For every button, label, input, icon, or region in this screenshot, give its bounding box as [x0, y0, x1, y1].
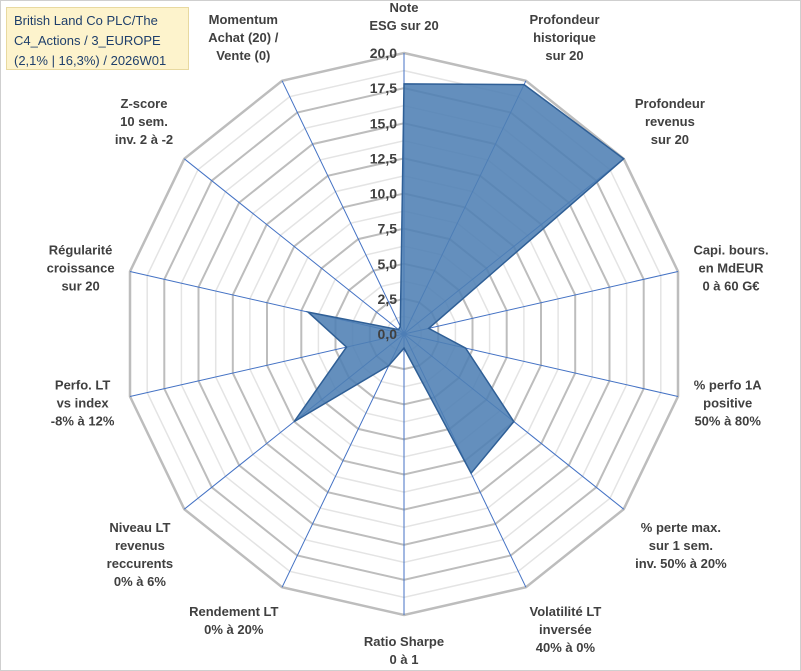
security-stats-week: (2,1% | 16,3%) / 2026W01 — [14, 53, 167, 68]
axis-label-line: inversée — [539, 622, 592, 637]
axis-label-line: 0% à 6% — [114, 574, 166, 589]
axis-label-line: positive — [703, 395, 752, 410]
axis-label-line: sur 20 — [61, 279, 99, 294]
tick-label: 17,5 — [370, 80, 397, 96]
axis-spoke — [183, 158, 405, 335]
axis-label-line: Rendement LT — [189, 604, 278, 619]
axis-label: % perte max. sur 1 sem. inv. 50% à 20% — [635, 520, 727, 571]
axis-label-line: 0 à 1 — [390, 652, 419, 667]
security-category: C4_Actions / 3_EUROPE — [14, 33, 161, 48]
axis-label-line: Capi. bours. — [693, 243, 768, 258]
axis-spoke — [281, 80, 405, 335]
axis-label-line: Niveau LT — [109, 520, 170, 535]
axis-label-line: Note — [390, 0, 419, 15]
axis-label-line: Momentum — [209, 12, 278, 27]
axis-spoke — [403, 271, 679, 335]
axis-label: Perfo. LT vs index -8% à 12% — [51, 377, 115, 428]
security-info-box: British Land Co PLC/The C4_Actions / 3_E… — [6, 7, 189, 70]
axis-label: Capi. bours. en MdEUR 0 à 60 G€ — [693, 243, 768, 294]
tick-label: 20,0 — [370, 45, 397, 61]
axis-label-line: inv. 2 à -2 — [115, 132, 173, 147]
axis-label: Niveau LT revenus reccurents 0% à 6% — [107, 520, 173, 589]
axis-label-line: % perte max. — [641, 520, 721, 535]
radar-tick-labels: 0,0 2,5 5,0 7,5 10,0 12,5 15,0 17,5 20,0 — [370, 45, 397, 342]
axis-label-line: % perfo 1A — [694, 377, 763, 392]
axis-label-line: Z-score — [121, 96, 168, 111]
axis-label: Régularité croissance sur 20 — [47, 243, 115, 294]
axis-label-line: vs index — [57, 395, 110, 410]
axis-label: Z-score 10 sem. inv. 2 à -2 — [115, 96, 173, 147]
tick-label: 15,0 — [370, 115, 397, 131]
axis-label-line: Achat (20) / — [208, 30, 278, 45]
axis-label-line: Régularité — [49, 243, 113, 258]
axis-label-line: sur 20 — [651, 132, 689, 147]
axis-label-line: 0 à 60 G€ — [702, 279, 759, 294]
axis-label-line: Volatilité LT — [530, 604, 602, 619]
axis-label-line: -8% à 12% — [51, 413, 115, 428]
axis-label-line: revenus — [645, 114, 695, 129]
axis-label: Note ESG sur 20 — [369, 0, 438, 33]
axis-label-line: sur 1 sem. — [649, 538, 713, 553]
tick-label: 10,0 — [370, 186, 397, 202]
tick-label: 0,0 — [378, 326, 398, 342]
axis-label-line: Profondeur — [529, 12, 599, 27]
axis-label: Momentum Achat (20) / Vente (0) — [208, 12, 278, 63]
axis-label-line: 0% à 20% — [204, 622, 264, 637]
axis-label-line: Ratio Sharpe — [364, 634, 444, 649]
axis-label-line: revenus — [115, 538, 165, 553]
axis-label: % perfo 1A positive 50% à 80% — [694, 377, 763, 428]
axis-label: Ratio Sharpe 0 à 1 — [364, 634, 444, 667]
axis-label-line: 10 sem. — [120, 114, 168, 129]
axis-label-line: Profondeur — [635, 96, 705, 111]
tick-label: 7,5 — [378, 221, 398, 237]
tick-label: 12,5 — [370, 150, 397, 166]
tick-label: 2,5 — [378, 291, 398, 307]
axis-label: Profondeur historique sur 20 — [529, 12, 599, 63]
axis-label-line: historique — [533, 30, 596, 45]
axis-label: Volatilité LT inversée 40% à 0% — [530, 604, 602, 655]
axis-label-line: croissance — [47, 261, 115, 276]
axis-label-line: 50% à 80% — [694, 413, 761, 428]
axis-label: Profondeur revenus sur 20 — [635, 96, 705, 147]
security-name: British Land Co PLC/The — [14, 13, 158, 28]
axis-label-line: sur 20 — [545, 48, 583, 63]
radar-series — [293, 83, 625, 475]
axis-label-line: inv. 50% à 20% — [635, 556, 727, 571]
radar-axis-labels: Note ESG sur 20 Profondeur historique sur 20… — [47, 0, 769, 667]
axis-label-line: Vente (0) — [216, 48, 270, 63]
axis-label-line: Perfo. LT — [55, 377, 110, 392]
axis-label-line: ESG sur 20 — [369, 18, 438, 33]
axis-label-line: 40% à 0% — [536, 640, 596, 655]
tick-label: 5,0 — [378, 256, 398, 272]
axis-spoke — [281, 333, 405, 588]
axis-label-line: en MdEUR — [699, 261, 765, 276]
axis-label-line: reccurents — [107, 556, 173, 571]
axis-label: Rendement LT 0% à 20% — [189, 604, 278, 637]
